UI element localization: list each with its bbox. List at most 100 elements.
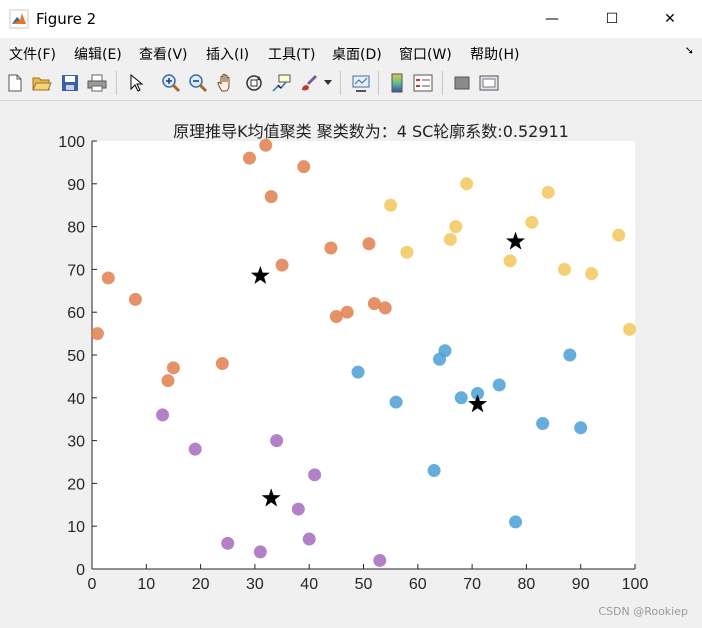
- cluster-4-point: [373, 553, 387, 567]
- y-tick-label: 90: [67, 177, 85, 194]
- cluster-2-point: [525, 215, 539, 229]
- data-cursor-icon[interactable]: [270, 72, 292, 94]
- x-tick-label: 70: [463, 576, 481, 593]
- save-icon[interactable]: [59, 72, 81, 94]
- menu-desktop[interactable]: 桌面(D): [332, 47, 382, 63]
- x-tick-label: 100: [622, 576, 649, 593]
- x-tick-label: 40: [300, 576, 318, 593]
- maximize-button[interactable]: ☐: [605, 11, 619, 27]
- centroid-star: [506, 231, 526, 250]
- show-plot-tools-icon[interactable]: [478, 72, 500, 94]
- cluster-4-point: [291, 502, 305, 516]
- cluster-1-point: [259, 138, 273, 152]
- menu-insert[interactable]: 插入(I): [206, 47, 250, 63]
- menu-view[interactable]: 查看(V): [139, 47, 188, 63]
- menu-help[interactable]: 帮助(H): [470, 47, 520, 63]
- cluster-1-point: [242, 151, 256, 165]
- y-tick-label: 100: [58, 134, 85, 151]
- y-tick-label: 10: [67, 519, 85, 536]
- cluster-1-point: [264, 190, 278, 204]
- cluster-4-point: [302, 532, 316, 546]
- cluster-3-point: [536, 416, 550, 430]
- plot-title: 原理推导K均值聚类 聚类数为：4 SC轮廓系数:0.52911: [173, 122, 569, 141]
- cluster-3-point: [389, 395, 403, 409]
- menu-bar: 文件(F) 编辑(E) 查看(V) 插入(I) 工具(T) 桌面(D) 窗口(W…: [0, 38, 702, 66]
- centroid-star: [250, 265, 270, 284]
- toolbar-separator: [340, 71, 341, 95]
- cluster-2-point: [612, 228, 626, 242]
- cluster-2-point: [557, 262, 571, 276]
- cluster-3-point: [492, 378, 506, 392]
- menu-file[interactable]: 文件(F): [9, 47, 56, 63]
- cluster-1-point: [166, 361, 180, 375]
- y-tick-label: 30: [67, 434, 85, 451]
- cluster-4-point: [221, 536, 235, 550]
- cluster-4-point: [308, 468, 322, 482]
- minimize-button[interactable]: —: [545, 11, 559, 27]
- centroid-star: [261, 488, 281, 507]
- y-tick-label: 60: [67, 305, 85, 322]
- cluster-1-point: [378, 301, 392, 315]
- x-tick-label: 20: [192, 576, 210, 593]
- legend-icon[interactable]: [412, 72, 434, 94]
- rotate-3d-icon[interactable]: [243, 72, 265, 94]
- cluster-2-point: [503, 254, 517, 268]
- x-tick-label: 80: [518, 576, 536, 593]
- y-tick-label: 70: [67, 262, 85, 279]
- brush-icon[interactable]: [298, 72, 320, 94]
- cluster-1-point: [367, 297, 381, 311]
- matlab-logo-icon: [9, 9, 29, 29]
- cluster-1-point: [362, 237, 376, 251]
- x-tick-label: 30: [246, 576, 264, 593]
- cluster-3-point: [471, 387, 485, 401]
- x-tick-label: 0: [88, 576, 97, 593]
- x-tick-label: 50: [355, 576, 373, 593]
- hide-plot-tools-icon[interactable]: [451, 72, 473, 94]
- open-file-icon[interactable]: [31, 72, 53, 94]
- toolbar-separator: [378, 71, 379, 95]
- y-tick-label: 20: [67, 476, 85, 493]
- cluster-4-point: [156, 408, 170, 422]
- zoom-out-icon[interactable]: [187, 72, 209, 94]
- cluster-3-point: [427, 464, 441, 478]
- pointer-icon[interactable]: [125, 72, 147, 94]
- y-tick-label: 40: [67, 391, 85, 408]
- close-button[interactable]: ✕: [664, 11, 676, 27]
- pan-icon[interactable]: [215, 72, 237, 94]
- new-figure-icon[interactable]: [4, 72, 26, 94]
- cluster-2-point: [585, 267, 599, 281]
- toolbar: [0, 66, 702, 101]
- cluster-1-point: [340, 305, 354, 319]
- cluster-1-point: [101, 271, 115, 285]
- menu-edit[interactable]: 编辑(E): [74, 47, 122, 63]
- cluster-3-point: [433, 352, 447, 366]
- cluster-1-point: [297, 160, 311, 174]
- y-tick-label: 50: [67, 348, 85, 365]
- cluster-3-point: [509, 515, 523, 529]
- toolbar-separator: [442, 71, 443, 95]
- title-bar: Figure 2 — ☐ ✕: [0, 0, 702, 38]
- cluster-2-point: [443, 232, 457, 246]
- link-plot-icon[interactable]: [350, 72, 372, 94]
- cluster-1-point: [161, 374, 175, 388]
- colorbar-icon[interactable]: [386, 72, 408, 94]
- cluster-2-point: [460, 177, 474, 191]
- menu-tools[interactable]: 工具(T): [268, 47, 316, 63]
- zoom-in-icon[interactable]: [160, 72, 182, 94]
- x-tick-label: 60: [409, 576, 427, 593]
- menu-window[interactable]: 窗口(W): [399, 47, 452, 63]
- cluster-3-point: [574, 421, 588, 435]
- cluster-2-point: [384, 198, 398, 212]
- cluster-1-point: [215, 357, 229, 371]
- dock-figure-icon[interactable]: ➘: [684, 44, 694, 57]
- cluster-3-point: [351, 365, 365, 379]
- x-tick-label: 90: [572, 576, 590, 593]
- print-icon[interactable]: [86, 72, 108, 94]
- brush-dropdown-icon[interactable]: [322, 72, 334, 94]
- y-tick-label: 80: [67, 220, 85, 237]
- cluster-2-point: [449, 220, 463, 234]
- cluster-2-point: [623, 322, 637, 336]
- centroid-star: [468, 394, 488, 413]
- toolbar-separator: [116, 71, 117, 95]
